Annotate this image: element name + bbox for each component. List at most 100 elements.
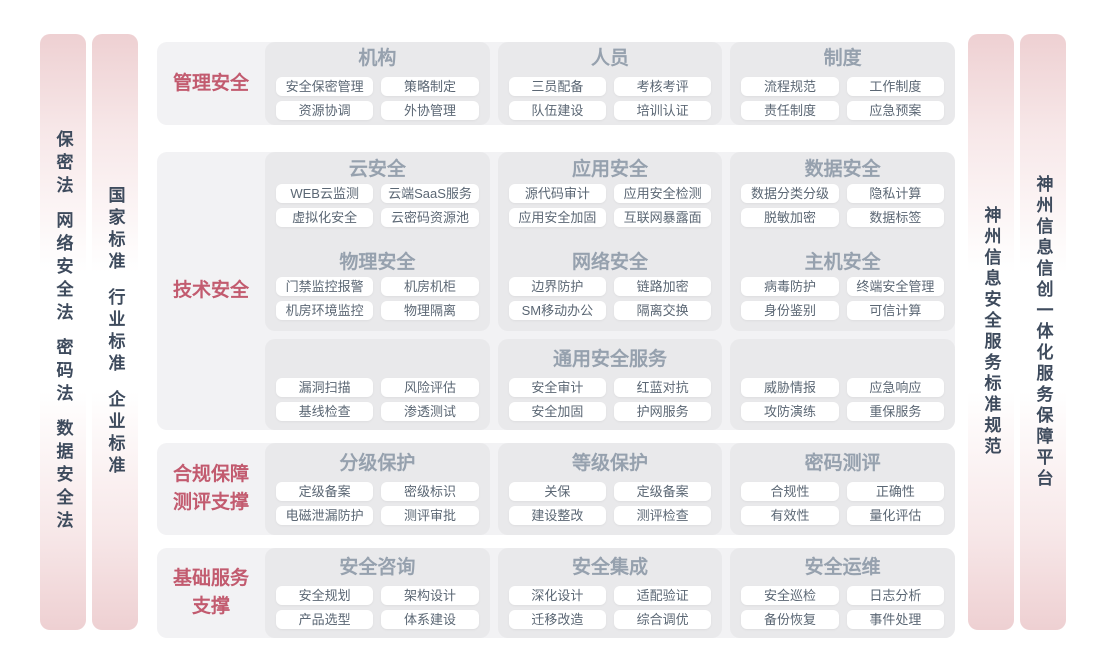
section-basic-service-support: 基础服务 支撑 安全咨询 安全规划 架构设计 产品选型 体系建设 安全集成 (157, 548, 956, 638)
service-standards-label: 神州信息安全服务标准规范 (981, 206, 1001, 458)
service-chip: 威胁情报 (741, 377, 839, 397)
service-chip: 架构设计 (381, 586, 479, 605)
service-chip: 物理隔离 (381, 301, 479, 320)
standard-label: 企业标准 (105, 390, 125, 478)
group-physical-security: 物理安全 门禁监控报警 机房机柜 机房环境监控 物理隔离 (274, 250, 481, 320)
service-chip: 互联网暴露面 (614, 208, 712, 227)
service-chip: 虚拟化安全 (276, 208, 374, 227)
service-chip: WEB云监测 (276, 184, 374, 203)
service-chip: 体系建设 (381, 610, 479, 629)
service-chip: 应用安全加固 (508, 208, 606, 227)
group-title: 应用安全 (572, 159, 649, 180)
group-panel-personnel: 人员 三员配备 考核考评 队伍建设 培训认证 (497, 42, 723, 125)
group-application-security: 应用安全 源代码审计 应用安全检测 应用安全加固 互联网暴露面 (507, 157, 714, 227)
standard-label: 行业标准 (105, 288, 125, 376)
service-chip: 攻防演练 (741, 401, 839, 421)
service-chip: 渗透测试 (381, 401, 479, 421)
service-chip: 门禁监控报警 (276, 277, 374, 296)
service-chip: 数据标签 (846, 208, 945, 227)
service-chip: 测评检查 (614, 506, 712, 525)
sidebar-laws: 保密法 网络安全法 密码法 数据安全法 (40, 34, 86, 630)
service-chip: 定级备案 (614, 482, 712, 501)
section-label: 合规保障 测评支撑 (157, 443, 265, 535)
service-chip: 可信计算 (846, 301, 945, 320)
group-general-services-right: 威胁情报 应急响应 攻防演练 重保服务 (730, 339, 956, 430)
service-chip: 电磁泄漏防护 (276, 506, 374, 525)
service-chip: 日志分析 (846, 586, 945, 605)
service-chip: 合规性 (741, 482, 839, 501)
column-app-network: 应用安全 源代码审计 应用安全检测 应用安全加固 互联网暴露面 网络安全 (497, 152, 723, 331)
group-title: 制度 (823, 47, 862, 69)
group-panel-security-consulting: 安全咨询 安全规划 架构设计 产品选型 体系建设 (265, 548, 490, 638)
service-chip: 脱敏加密 (741, 208, 839, 227)
section-compliance-support: 合规保障 测评支撑 分级保护 定级备案 密级标识 电磁泄漏防护 测评审批 等级保… (157, 443, 956, 535)
main-content: 管理安全 机构 安全保密管理 策略制定 资源协调 外协管理 人员 三员配备 (157, 0, 956, 670)
column-cloud-physical: 云安全 WEB云监测 云端SaaS服务 虚拟化安全 云密码资源池 物理安全 (265, 152, 490, 331)
group-title: 密码测评 (804, 453, 881, 474)
service-chip: 机房机柜 (381, 277, 479, 296)
service-chip: 备份恢复 (741, 610, 839, 629)
group-cloud-security: 云安全 WEB云监测 云端SaaS服务 虚拟化安全 云密码资源池 (274, 157, 481, 227)
group-title: 安全咨询 (339, 557, 416, 578)
service-chip: 外协管理 (381, 100, 479, 120)
group-panel-organization: 机构 安全保密管理 策略制定 资源协调 外协管理 (265, 42, 490, 125)
service-chip: 三员配备 (508, 76, 606, 96)
service-chip: 数据分类分级 (741, 184, 839, 203)
sidebar-service-standards: 神州信息安全服务标准规范 (968, 34, 1014, 630)
group-title: 网络安全 (572, 252, 649, 273)
standard-label: 国家标准 (105, 186, 125, 274)
service-chip: 产品选型 (276, 610, 374, 629)
group-panel-policy: 制度 流程规范 工作制度 责任制度 应急预案 (730, 42, 956, 125)
section-label-text: 测评支撑 (172, 492, 249, 513)
service-chip: 责任制度 (741, 100, 839, 120)
group-title: 等级保护 (572, 453, 649, 474)
service-chip: 云端SaaS服务 (381, 184, 479, 203)
service-chip: 关保 (508, 482, 606, 501)
group-panel-graded-protection: 等级保护 关保 定级备案 建设整改 测评检查 (497, 443, 723, 535)
service-chip: 量化评估 (846, 506, 945, 525)
service-chip: 应急响应 (846, 377, 945, 397)
group-title (739, 347, 946, 372)
service-chip: 安全加固 (508, 401, 606, 421)
service-chip: 密级标识 (381, 482, 479, 501)
group-title: 通用安全服务 (553, 348, 668, 370)
section-label-text: 技术安全 (172, 280, 249, 302)
group-title: 机构 (358, 47, 397, 69)
service-chip: 有效性 (741, 506, 839, 525)
platform-label: 神州信息信创一体化服务保障平台 (1033, 174, 1053, 490)
service-chip: 隔离交换 (614, 301, 712, 320)
service-chip: 终端安全管理 (846, 277, 945, 296)
law-label: 密码法 (53, 338, 73, 407)
service-chip: 工作制度 (846, 76, 945, 96)
service-chip: 应急预案 (846, 100, 945, 120)
group-panel-security-operations: 安全运维 安全巡检 日志分析 备份恢复 事件处理 (730, 548, 956, 638)
service-chip: 流程规范 (741, 76, 839, 96)
group-title (274, 347, 481, 372)
service-chip: 策略制定 (381, 76, 479, 96)
group-title: 主机安全 (804, 252, 881, 273)
service-chip: 边界防护 (508, 277, 606, 296)
service-chip: SM移动办公 (508, 301, 606, 320)
group-network-security: 网络安全 边界防护 链路加密 SM移动办公 隔离交换 (507, 250, 714, 320)
service-chip: 深化设计 (508, 586, 606, 605)
section-label: 管理安全 (157, 42, 265, 125)
section-label-text: 管理安全 (172, 72, 249, 94)
service-chip: 适配验证 (614, 586, 712, 605)
service-chip: 测评审批 (381, 506, 479, 525)
service-chip: 考核考评 (614, 76, 712, 96)
service-chip: 云密码资源池 (381, 208, 479, 227)
sidebar-platform: 神州信息信创一体化服务保障平台 (1020, 34, 1066, 630)
service-chip: 迁移改造 (508, 610, 606, 629)
service-chip: 综合调优 (614, 610, 712, 629)
section-label-text: 支撑 (191, 596, 230, 617)
group-title: 物理安全 (339, 252, 416, 273)
group-title: 分级保护 (339, 453, 416, 474)
service-chip: 安全巡检 (741, 586, 839, 605)
law-label: 保密法 (53, 130, 73, 199)
service-chip: 红蓝对抗 (614, 377, 712, 397)
group-title: 人员 (591, 47, 630, 69)
group-host-security: 主机安全 病毒防护 终端安全管理 身份鉴别 可信计算 (739, 250, 946, 320)
column-data-host: 数据安全 数据分类分级 隐私计算 脱敏加密 数据标签 主机安全 病毒防 (730, 152, 956, 331)
service-chip: 建设整改 (508, 506, 606, 525)
